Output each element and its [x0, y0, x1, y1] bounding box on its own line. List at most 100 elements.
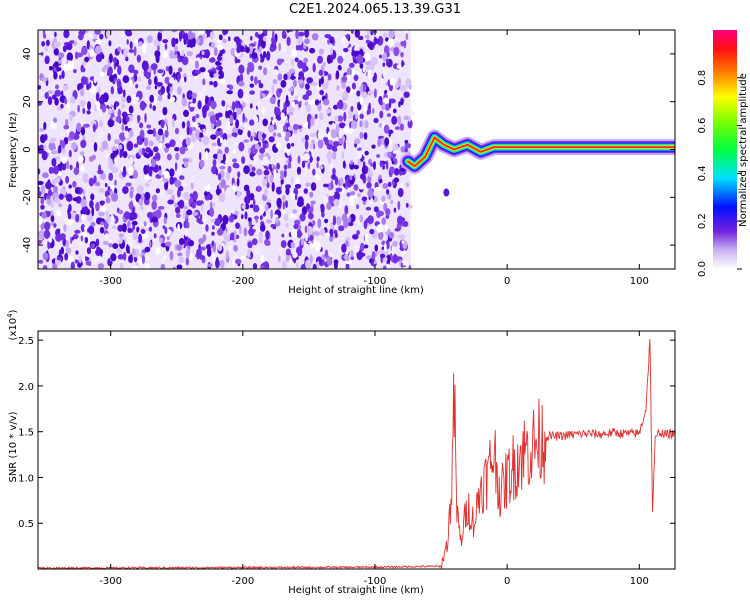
- noise-blob: [90, 193, 95, 201]
- noise-blob: [113, 102, 117, 111]
- noise-blob: [291, 59, 295, 66]
- noise-blob: [297, 37, 303, 46]
- noise-blob: [157, 31, 163, 42]
- noise-blob: [64, 97, 68, 105]
- noise-blob: [365, 39, 370, 44]
- noise-blob: [44, 92, 49, 99]
- noise-blob: [152, 127, 156, 137]
- noise-blob: [173, 266, 176, 269]
- noise-blob: [400, 167, 406, 172]
- noise-blob: [346, 67, 352, 77]
- noise-blob: [123, 251, 127, 261]
- noise-blob: [357, 152, 362, 160]
- noise-blob: [322, 196, 329, 204]
- spectrogram-noise: [38, 30, 415, 269]
- noise-blob: [171, 30, 178, 33]
- noise-blob: [292, 123, 299, 131]
- noise-blob: [175, 213, 181, 219]
- noise-blob: [207, 263, 213, 268]
- noise-blob: [176, 167, 183, 175]
- noise-blob: [142, 233, 149, 239]
- noise-blob: [248, 147, 251, 155]
- noise-blob: [272, 30, 275, 40]
- noise-blob: [376, 154, 381, 158]
- noise-blob: [285, 94, 289, 104]
- noise-blob: [274, 125, 277, 130]
- noise-blob: [179, 175, 185, 180]
- noise-blob: [297, 79, 304, 84]
- noise-blob: [179, 238, 185, 245]
- noise-blob: [386, 189, 390, 195]
- noise-blob: [388, 231, 394, 239]
- noise-blob: [258, 236, 263, 244]
- noise-blob: [124, 131, 129, 139]
- noise-blob: [219, 259, 225, 269]
- noise-blob: [222, 38, 227, 44]
- noise-blob: [316, 162, 319, 168]
- noise-blob: [353, 245, 360, 253]
- noise-blob: [162, 50, 168, 59]
- noise-blob: [192, 97, 196, 104]
- noise-blob: [178, 256, 184, 264]
- noise-blob: [74, 187, 80, 194]
- noise-blob: [278, 255, 281, 263]
- noise-blob: [339, 177, 344, 186]
- noise-blob: [396, 215, 404, 225]
- noise-blob: [115, 115, 121, 123]
- noise-blob: [143, 152, 148, 158]
- noise-blob: [335, 70, 340, 80]
- noise-blob: [102, 92, 109, 103]
- noise-blob: [74, 259, 79, 264]
- noise-blob: [363, 132, 368, 140]
- noise-blob: [332, 122, 335, 127]
- noise-blob: [377, 231, 384, 240]
- noise-blob: [97, 86, 101, 94]
- noise-blob: [337, 55, 344, 64]
- noise-blob: [302, 62, 307, 73]
- noise-blob: [174, 127, 180, 135]
- noise-blob: [341, 213, 348, 222]
- noise-blob: [86, 40, 91, 50]
- noise-blob: [386, 90, 392, 97]
- noise-blob: [391, 115, 398, 125]
- noise-blob: [149, 240, 152, 248]
- noise-blob: [169, 176, 174, 185]
- snr-y-label: SNR (10 * v/v): [8, 411, 19, 482]
- noise-blob: [158, 188, 166, 198]
- noise-blob: [324, 249, 329, 258]
- noise-blob: [46, 90, 54, 95]
- noise-blob: [199, 138, 202, 142]
- noise-blob: [349, 175, 353, 181]
- noise-blob: [382, 62, 386, 67]
- noise-blob: [350, 30, 354, 34]
- noise-blob: [95, 246, 102, 256]
- noise-blob: [87, 240, 91, 249]
- noise-blob: [373, 117, 379, 124]
- noise-blob: [280, 240, 287, 249]
- noise-blob: [296, 262, 299, 268]
- noise-blob: [82, 173, 89, 184]
- noise-blob: [361, 91, 368, 99]
- noise-blob: [52, 192, 59, 199]
- noise-blob: [312, 62, 316, 73]
- noise-blob: [65, 247, 72, 254]
- noise-blob: [249, 83, 255, 88]
- noise-blob: [399, 84, 407, 92]
- noise-blob: [126, 95, 132, 104]
- noise-blob: [400, 98, 404, 106]
- noise-blob: [262, 51, 267, 58]
- noise-blob: [137, 114, 141, 122]
- noise-blob: [90, 243, 96, 249]
- y-tick-label: -40: [22, 237, 33, 253]
- noise-blob: [128, 49, 135, 53]
- noise-blob: [365, 206, 372, 211]
- noise-blob: [281, 30, 287, 38]
- noise-blob: [188, 240, 195, 247]
- noise-blob: [302, 94, 310, 101]
- noise-blob: [272, 69, 279, 76]
- noise-blob: [344, 205, 349, 215]
- noise-blob: [43, 121, 47, 131]
- noise-blob: [228, 134, 232, 139]
- noise-blob: [148, 140, 154, 147]
- noise-blob: [236, 177, 240, 187]
